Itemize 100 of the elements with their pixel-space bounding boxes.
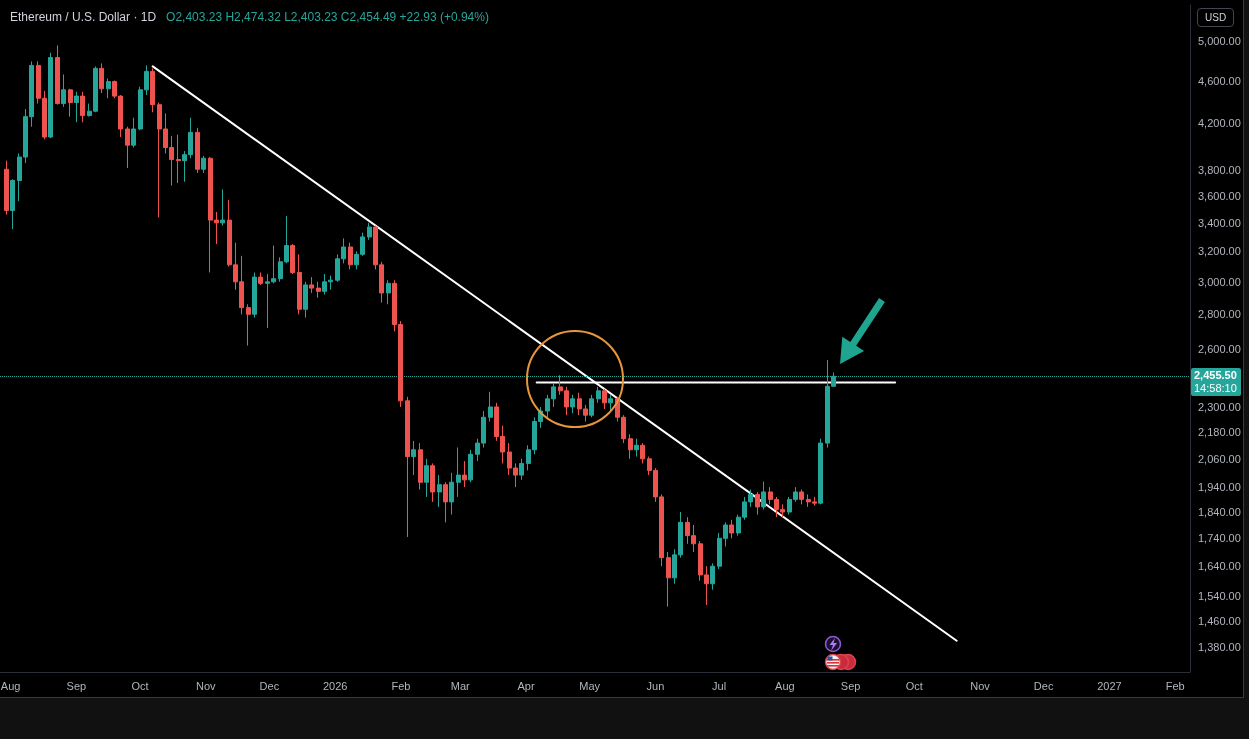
candlestick <box>608 394 613 412</box>
candlestick <box>462 460 467 488</box>
candlestick <box>589 394 594 418</box>
x-tick-label: May <box>579 679 601 692</box>
y-tick-label: 3,000.00 <box>1198 275 1241 288</box>
candlestick <box>666 551 671 608</box>
y-axis-title: USD <box>1197 8 1235 27</box>
candlestick <box>201 155 206 174</box>
candlestick <box>755 491 760 516</box>
x-tick-label: Apr <box>517 679 535 692</box>
chart-subtitle: O2,403.23 H2,474.32 L2,403.23 C2,454.49 +22.93 (+0.94%) <box>166 10 489 24</box>
candlestick <box>176 134 181 184</box>
candlestick <box>799 489 804 505</box>
x-tick-label: Nov <box>195 679 217 692</box>
candlestick <box>405 396 410 538</box>
candlestick <box>99 62 104 94</box>
chart-title: Ethereum / U.S. Dollar · 1D <box>10 10 157 24</box>
candlestick <box>570 394 575 414</box>
x-tick-label: Feb <box>391 679 411 692</box>
candlestick <box>316 281 321 299</box>
x-tick-label: Sep <box>66 679 87 692</box>
candlestick <box>449 472 454 516</box>
ref-line-label: 2,455.50 <box>1194 369 1238 383</box>
x-tick-label: 2026 <box>322 679 348 692</box>
candlestick <box>519 458 524 481</box>
candlestick <box>48 52 53 139</box>
x-tick-label: Dec <box>259 679 280 692</box>
y-tick-label: 3,200.00 <box>1198 245 1241 258</box>
candlestick <box>195 127 200 174</box>
y-tick-label: 2,060.00 <box>1198 452 1241 465</box>
candlestick <box>131 117 136 148</box>
candlestick <box>443 481 448 523</box>
y-tick-label: 1,840.00 <box>1198 506 1241 519</box>
candlestick <box>430 462 435 503</box>
candlestick <box>602 388 607 410</box>
y-tick-label: 1,460.00 <box>1198 614 1241 627</box>
candlestick <box>303 281 308 319</box>
y-tick-label: 2,600.00 <box>1198 343 1241 356</box>
candlestick <box>488 391 493 422</box>
candlestick <box>348 242 353 270</box>
x-tick-label: Jul <box>712 679 727 692</box>
candlestick <box>68 88 73 118</box>
candlestick <box>761 481 766 510</box>
candlestick <box>10 178 15 230</box>
candlestick <box>424 458 429 498</box>
candlestick <box>258 271 263 286</box>
x-tick-label: Aug <box>0 679 21 692</box>
x-tick-label: Dec <box>1033 679 1054 692</box>
x-tick-label: 2027 <box>1097 679 1122 692</box>
candlestick <box>634 438 639 458</box>
y-tick-label: 3,600.00 <box>1198 189 1241 202</box>
x-tick-label: Nov <box>970 679 991 692</box>
candlestick <box>74 91 79 123</box>
candlestick <box>309 276 314 294</box>
y-tick-label: 2,180.00 <box>1198 426 1241 439</box>
candlestick <box>106 77 111 99</box>
y-tick-label: 1,740.00 <box>1198 532 1241 545</box>
candlestick <box>125 126 130 169</box>
candlestick <box>150 67 155 113</box>
candlestick <box>367 222 372 241</box>
x-tick-label: Mar <box>450 679 471 692</box>
candlestick <box>729 519 734 539</box>
candlestick <box>55 44 60 106</box>
x-tick-label: Aug <box>775 679 795 692</box>
candlestick <box>61 73 66 108</box>
candlestick <box>246 303 251 347</box>
x-tick-label: Feb <box>1165 679 1185 692</box>
candlestick <box>411 440 416 476</box>
candlestick <box>437 474 442 508</box>
x-tick-label: Jun <box>646 679 665 692</box>
x-tick-label: Sep <box>840 679 861 692</box>
y-tick-label: 3,400.00 <box>1198 216 1241 229</box>
x-tick-label: Oct <box>905 679 923 692</box>
y-tick-label: 1,540.00 <box>1198 589 1241 602</box>
y-tick-label: 5,000.00 <box>1198 35 1241 48</box>
y-tick-label: 4,600.00 <box>1198 74 1241 87</box>
y-tick-label: 3,800.00 <box>1198 164 1241 177</box>
candlestick <box>468 449 473 483</box>
candlestick <box>456 447 461 498</box>
candlestick <box>290 243 295 275</box>
y-tick-label: 4,200.00 <box>1198 117 1241 130</box>
candlestick <box>418 442 423 491</box>
y-tick-label: 1,380.00 <box>1198 641 1241 654</box>
candlestick <box>386 279 391 305</box>
y-tick-label: 1,940.00 <box>1198 481 1241 494</box>
y-tick-label: 2,300.00 <box>1198 400 1241 413</box>
candlestick <box>640 442 645 464</box>
y-tick-label: 2,800.00 <box>1198 308 1241 321</box>
candlestick <box>4 160 9 216</box>
text: 14:58:10 <box>1194 382 1238 396</box>
candlestick <box>297 253 302 315</box>
candlestick <box>252 271 257 319</box>
candlestick <box>220 188 225 227</box>
candlestick <box>80 91 85 123</box>
candlestick <box>628 433 633 460</box>
candlestick <box>818 438 823 505</box>
x-tick-label: Oct <box>131 679 149 692</box>
candlestick <box>710 562 715 591</box>
candlestick <box>596 386 601 404</box>
y-tick-label: 1,640.00 <box>1198 560 1241 573</box>
